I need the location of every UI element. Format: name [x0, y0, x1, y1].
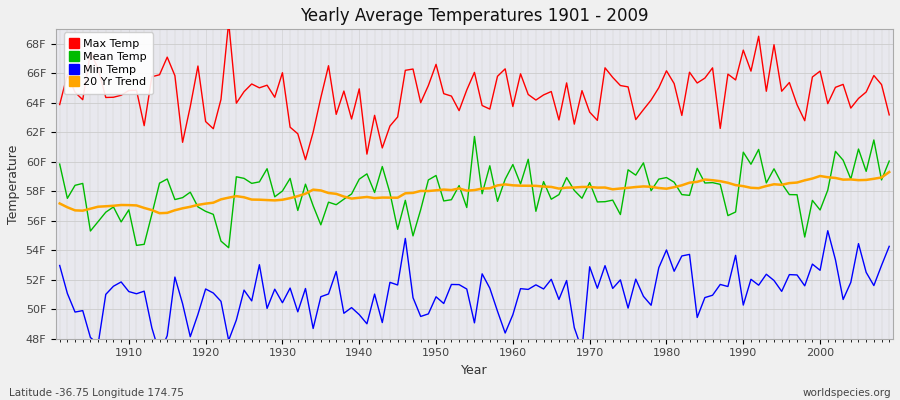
Y-axis label: Temperature: Temperature: [7, 144, 20, 224]
Text: worldspecies.org: worldspecies.org: [803, 388, 891, 398]
Text: Latitude -36.75 Longitude 174.75: Latitude -36.75 Longitude 174.75: [9, 388, 184, 398]
Title: Yearly Average Temperatures 1901 - 2009: Yearly Average Temperatures 1901 - 2009: [301, 7, 649, 25]
X-axis label: Year: Year: [461, 364, 488, 377]
Legend: Max Temp, Mean Temp, Min Temp, 20 Yr Trend: Max Temp, Mean Temp, Min Temp, 20 Yr Tre…: [64, 32, 153, 94]
